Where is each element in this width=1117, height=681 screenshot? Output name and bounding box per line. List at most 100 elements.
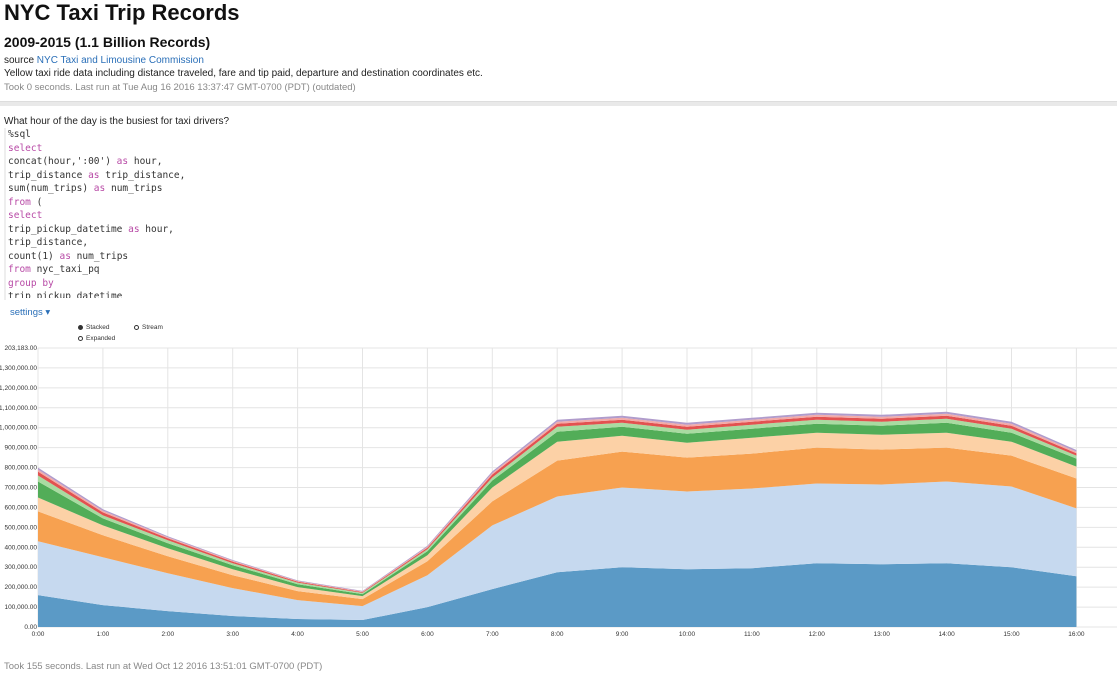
x-tick-label: 2:00 <box>161 631 174 638</box>
mode-stream-label: Stream <box>142 324 163 331</box>
sql-keyword: as <box>88 169 100 181</box>
paragraph-divider <box>0 101 1117 106</box>
code-line: select <box>8 209 608 223</box>
sql-text: trip_pickup_datetime <box>8 223 129 235</box>
paragraph-run-status: Took 155 seconds. Last run at Wed Oct 12… <box>4 661 323 672</box>
y-tick-label: 100,000.00 <box>4 604 37 611</box>
x-tick-label: 8:00 <box>551 631 564 638</box>
chart-svg: 0.00 100,000.00 200,000.00 300,000.00 400,00… <box>0 345 1117 638</box>
sql-text: num_trips <box>70 250 129 262</box>
sql-code-editor[interactable]: %sql select concat(hour,':00') as hour, tri… <box>8 128 608 298</box>
code-line: trip_pickup_datetime as hour, <box>8 223 608 237</box>
code-line: trip_distance, <box>8 236 608 250</box>
code-line: %sql <box>8 128 608 142</box>
header-run-status: Took 0 seconds. Last run at Tue Aug 16 2… <box>4 82 356 93</box>
x-tick-label: 12:00 <box>809 631 826 638</box>
sql-text: ( <box>30 196 43 208</box>
area-series-2 <box>38 447 1077 607</box>
x-tick-label: 13:00 <box>874 631 891 638</box>
code-line: group by <box>8 277 608 291</box>
y-tick-label: 200,000.00 <box>4 584 37 591</box>
sql-keyword: select <box>8 210 43 221</box>
sql-keyword: group by <box>8 277 54 289</box>
x-tick-label: 9:00 <box>616 631 629 638</box>
source-link[interactable]: NYC Taxi and Limousine Commission <box>36 55 204 66</box>
sql-keyword: as <box>93 183 106 194</box>
sql-text: nyc_taxi_pq <box>30 264 100 275</box>
sql-keyword: from <box>8 264 31 275</box>
radio-selected-icon <box>78 325 83 330</box>
mode-expanded-label: Expanded <box>86 335 116 342</box>
sql-keyword: as <box>128 223 140 235</box>
y-tick-label: 800,000.00 <box>4 465 37 472</box>
settings-toggle[interactable]: settings ▾ <box>10 307 50 318</box>
x-tick-label: 11:00 <box>744 631 760 638</box>
sql-text: trip_distance <box>8 169 89 181</box>
y-tick-label: 500,000.00 <box>4 524 37 531</box>
x-tick-label: 16:00 <box>1068 631 1085 638</box>
sql-text: num_trips <box>105 183 163 194</box>
source-prefix: source <box>4 55 35 66</box>
code-line: from nyc_taxi_pq <box>8 263 608 277</box>
x-tick-label: 5:00 <box>356 631 369 638</box>
y-tick-label: 600,000.00 <box>4 504 37 511</box>
mode-stream-radio[interactable]: Stream <box>134 324 163 331</box>
source-line: source NYC Taxi and Limousine Commission <box>4 55 204 66</box>
sql-text: trip_distance, <box>99 169 186 181</box>
x-tick-label: 14:00 <box>938 631 955 638</box>
code-line: count(1) as num_trips <box>8 250 608 264</box>
area-series-1 <box>38 481 1077 620</box>
x-tick-label: 3:00 <box>226 631 239 638</box>
sql-text: concat(hour,':00') <box>8 156 117 167</box>
radio-unselected-icon <box>134 325 139 330</box>
y-top-label: 203,183.00 <box>4 345 37 352</box>
notebook-subtitle: 2009-2015 (1.1 Billion Records) <box>4 34 211 50</box>
x-tick-label: 1:00 <box>97 631 110 638</box>
settings-label: settings <box>10 307 43 318</box>
code-line: trip_distance as trip_distance, <box>8 169 608 183</box>
sql-text: sum(num_trips) <box>8 183 94 194</box>
sql-text: hour, <box>128 156 163 167</box>
sql-text: trip_distance, <box>8 237 89 248</box>
sql-text: count(1) <box>8 250 60 262</box>
x-tick-label: 15:00 <box>1003 631 1020 638</box>
stacked-area-chart: 0.00 100,000.00 200,000.00 300,000.00 400,00… <box>0 340 1117 645</box>
code-line: sum(num_trips) as num_trips <box>8 182 608 196</box>
mode-stacked-label: Stacked <box>86 324 110 331</box>
y-tick-label: 400,000.00 <box>4 544 37 551</box>
sql-text: trip_pickup_datetime <box>8 291 123 298</box>
code-line: from ( <box>8 196 608 210</box>
mode-stacked-radio[interactable]: Stacked <box>78 324 110 331</box>
area-series-0 <box>38 563 1077 627</box>
x-tick-label: 6:00 <box>421 631 434 638</box>
code-gutter <box>4 128 6 300</box>
sql-text: hour, <box>139 223 174 235</box>
x-tick-label: 4:00 <box>291 631 304 638</box>
sql-keyword: select <box>8 142 43 154</box>
y-tick-label: 0.00 <box>24 624 37 631</box>
mode-expanded-radio[interactable]: Expanded <box>78 335 115 342</box>
y-tick-label: 1,200,000.00 <box>0 385 37 392</box>
y-tick-label: 700,000.00 <box>4 485 37 492</box>
code-line: concat(hour,':00') as hour, <box>8 155 608 169</box>
area-series-3 <box>38 432 1077 600</box>
notebook-title: NYC Taxi Trip Records <box>4 0 240 25</box>
radio-unselected-icon <box>78 336 83 341</box>
y-tick-label: 900,000.00 <box>4 445 37 452</box>
x-tick-label: 0:00 <box>32 631 45 638</box>
sql-keyword: as <box>116 156 129 167</box>
sql-text: %sql <box>8 129 31 140</box>
x-tick-label: 7:00 <box>486 631 499 638</box>
dataset-description: Yellow taxi ride data including distance… <box>4 68 483 79</box>
y-tick-label: 1,000,000.00 <box>0 425 37 432</box>
chevron-down-icon: ▾ <box>45 307 51 318</box>
code-line: select <box>8 142 608 156</box>
code-line: trip_pickup_datetime <box>8 290 608 298</box>
sql-keyword: as <box>59 250 71 262</box>
y-tick-label: 1,100,000.00 <box>0 405 37 412</box>
y-tick-label: 300,000.00 <box>4 564 37 571</box>
x-tick-label: 10:00 <box>679 631 696 638</box>
y-tick-label: 1,300,000.00 <box>0 365 37 372</box>
sql-keyword: from <box>8 196 31 208</box>
paragraph-question: What hour of the day is the busiest for … <box>4 116 230 127</box>
